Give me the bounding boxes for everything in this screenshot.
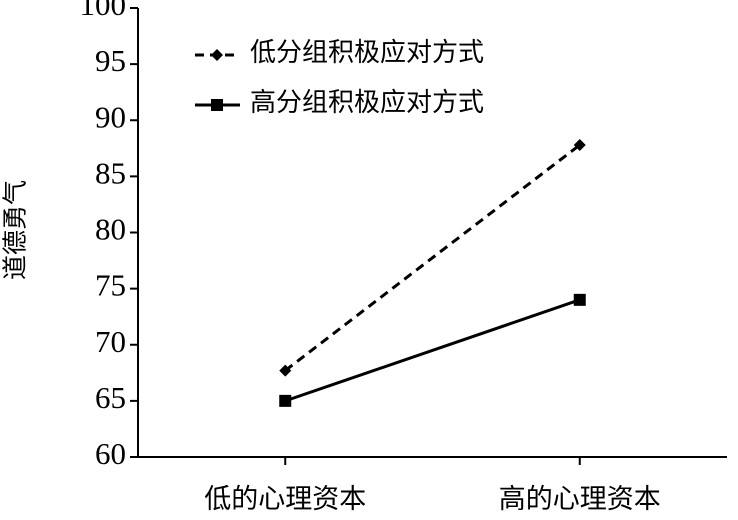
y-tick-label: 85: [95, 155, 126, 190]
marker: [279, 364, 292, 377]
y-tick-label: 65: [95, 380, 126, 415]
y-axis-label: 道德勇气: [2, 180, 30, 280]
x-tick-label: 高的心理资本: [499, 484, 661, 514]
marker: [573, 138, 586, 151]
legend-label: 低分组积极应对方式: [250, 38, 484, 67]
legend-marker: [211, 49, 223, 61]
y-tick-label: 95: [95, 43, 126, 78]
series-line: [284, 298, 581, 403]
marker: [279, 394, 292, 407]
y-tick-label: 75: [95, 268, 126, 303]
series-line: [284, 143, 581, 372]
y-tick-label: 100: [80, 0, 127, 22]
x-tick-label: 低的心理资本: [204, 484, 366, 514]
y-tick-label: 70: [95, 324, 126, 359]
y-tick-label: 90: [95, 99, 126, 134]
y-tick-label: 80: [95, 212, 126, 247]
marker: [573, 293, 586, 306]
legend-label: 高分组积极应对方式: [250, 88, 484, 117]
legend-marker: [211, 99, 223, 111]
y-tick-label: 60: [95, 436, 126, 471]
